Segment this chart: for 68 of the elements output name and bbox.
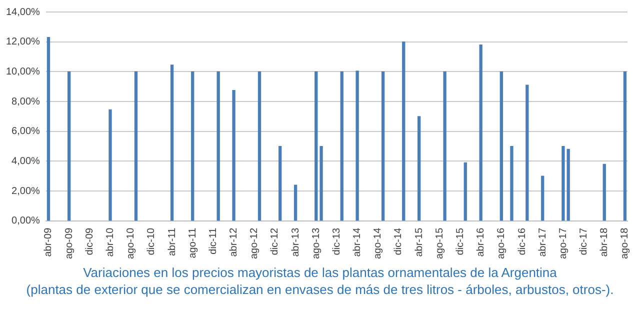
x-tick-label: abr-12	[228, 227, 240, 257]
x-tick-label: ago-12	[249, 227, 260, 260]
bar	[170, 64, 174, 221]
bar	[278, 146, 282, 221]
bar	[479, 44, 482, 221]
bar	[510, 146, 514, 221]
x-tick-label: abr-16	[476, 227, 487, 257]
bar	[464, 162, 467, 221]
bar	[216, 71, 220, 221]
y-tick-label: 2,00%	[12, 186, 40, 197]
bar	[232, 90, 236, 221]
x-tick-label: abr-11	[166, 227, 178, 256]
bar	[356, 70, 359, 221]
y-tick-label: 14,00%	[6, 6, 40, 18]
bar	[417, 116, 421, 221]
y-tick-label: 12,00%	[6, 36, 40, 48]
text: (plantas de exterior que se comercializan en envases de más de tres litros - árboles, arbustos, otros-).	[25, 281, 615, 298]
bar	[526, 84, 529, 221]
bar	[294, 184, 298, 221]
bar	[46, 37, 50, 221]
y-tick-label: 0,00%	[12, 216, 40, 227]
bar	[381, 71, 385, 221]
x-tick-label: dic-16	[516, 227, 528, 256]
x-tick-label: dic-11	[208, 227, 219, 254]
bar	[541, 176, 544, 221]
bar	[320, 146, 323, 221]
x-tick-label: dic-14	[393, 227, 404, 256]
x-tick-label: ago-18	[620, 227, 631, 260]
bar	[562, 146, 565, 221]
x-tick-label: dic-09	[84, 227, 96, 256]
y-tick-label: 6,00%	[12, 126, 40, 138]
x-tick-label: dic-13	[331, 227, 342, 256]
y-tick-label: 10,00%	[6, 66, 40, 78]
bar	[500, 71, 504, 221]
bar	[68, 71, 71, 221]
x-tick-label: abr-10	[105, 227, 116, 257]
x-tick-label: abr-15	[414, 227, 425, 257]
x-tick-label: ago-16	[496, 227, 508, 260]
x-tick-label: ago-17	[558, 227, 569, 260]
x-tick-label: ago-15	[434, 227, 446, 260]
y-tick-label: 8,00%	[12, 96, 40, 108]
bar	[602, 164, 606, 221]
x-tick-label: abr-18	[599, 227, 610, 257]
bar	[134, 71, 138, 221]
x-tick-label: dic-15	[455, 227, 466, 256]
bar	[402, 42, 406, 221]
bar	[108, 109, 112, 221]
bar	[623, 71, 627, 221]
bar	[443, 71, 446, 221]
x-tick-label: ago-11	[187, 227, 198, 258]
bar	[340, 71, 344, 221]
bar	[258, 71, 262, 221]
y-tick-label: 4,00%	[12, 156, 40, 167]
x-tick-label: abr-09	[43, 227, 54, 257]
text: Variaciones en los precios mayoristas de las plantas ornamentales de la Argentina	[82, 264, 558, 281]
x-tick-label: ago-09	[64, 227, 75, 260]
x-tick-label: ago-14	[372, 227, 384, 260]
bar	[314, 71, 318, 221]
x-tick-label: dic-12	[270, 227, 281, 256]
x-tick-label: ago-10	[126, 227, 137, 260]
x-tick-label: dic-10	[146, 227, 158, 256]
x-tick-label: abr-13	[290, 227, 302, 257]
x-tick-label: ago-13	[310, 227, 322, 260]
x-tick-label: dic-17	[578, 227, 590, 256]
x-tick-label: abr-17	[537, 227, 548, 257]
bar	[191, 71, 194, 221]
bar	[566, 148, 570, 221]
x-tick-label: abr-14	[352, 227, 364, 257]
